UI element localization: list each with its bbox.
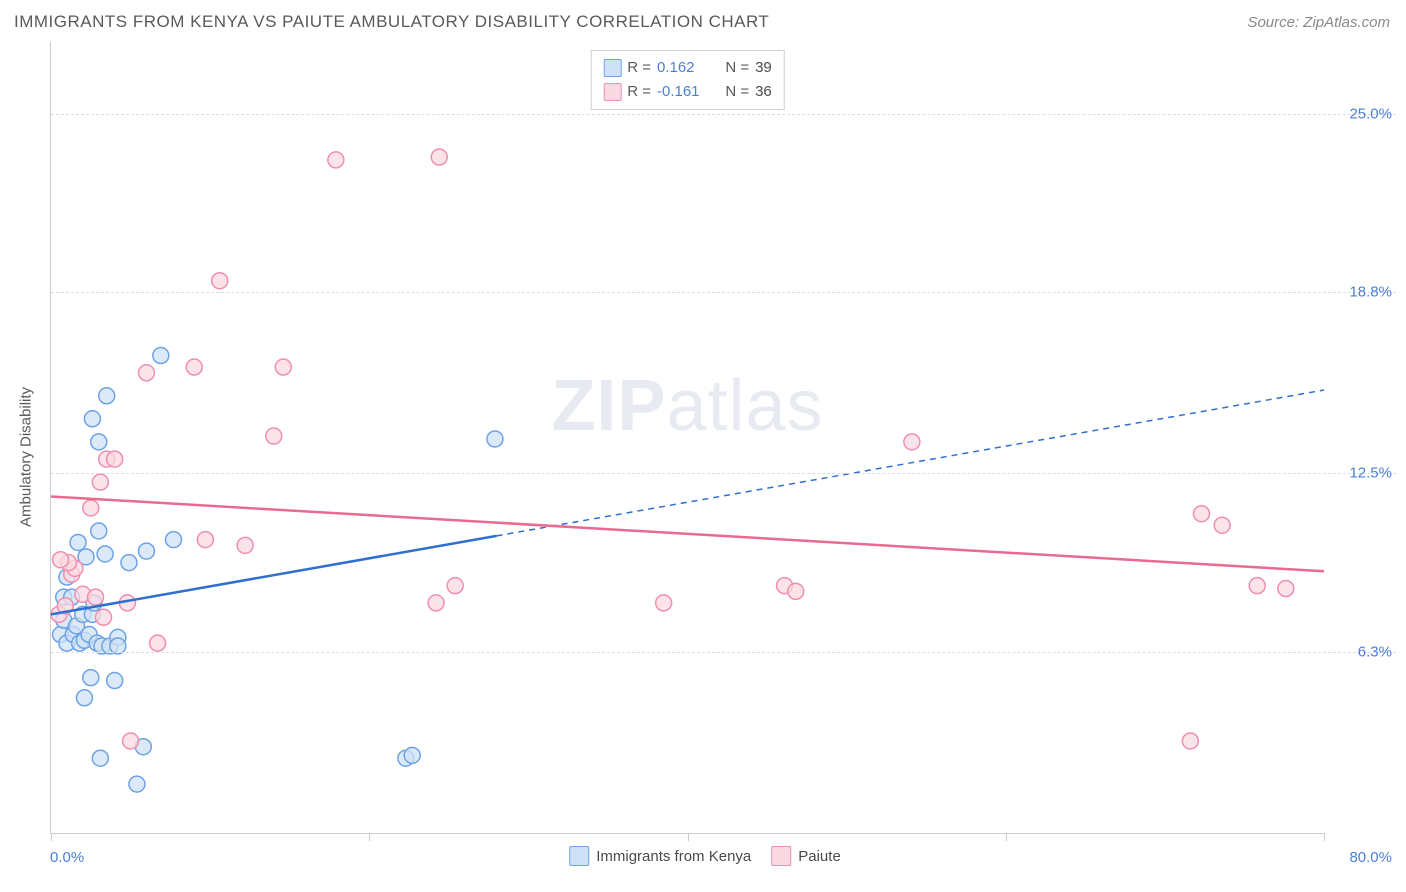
scatter-point bbox=[428, 595, 444, 611]
bottom-legend: Immigrants from Kenya Paiute bbox=[569, 846, 841, 866]
scatter-point bbox=[212, 273, 228, 289]
legend-label: Paiute bbox=[798, 848, 841, 865]
scatter-point bbox=[153, 348, 169, 364]
gridline bbox=[51, 473, 1396, 474]
scatter-point bbox=[83, 670, 99, 686]
stat-r-value: 0.162 bbox=[657, 56, 711, 80]
legend-item: Immigrants from Kenya bbox=[569, 846, 751, 866]
x-tick bbox=[1006, 833, 1007, 841]
scatter-point bbox=[237, 537, 253, 553]
stat-n-value: 36 bbox=[755, 80, 772, 104]
scatter-point bbox=[266, 428, 282, 444]
scatter-point bbox=[1278, 581, 1294, 597]
scatter-point bbox=[91, 434, 107, 450]
stat-n-label: N = bbox=[717, 80, 749, 104]
legend-label: Immigrants from Kenya bbox=[596, 848, 751, 865]
header: IMMIGRANTS FROM KENYA VS PAIUTE AMBULATO… bbox=[0, 0, 1406, 40]
gridline bbox=[51, 652, 1396, 653]
scatter-point bbox=[431, 149, 447, 165]
scatter-point bbox=[447, 578, 463, 594]
chart-container: Ambulatory Disability ZIPatlas R = 0.162… bbox=[14, 42, 1396, 872]
source-attribution: Source: ZipAtlas.com bbox=[1247, 14, 1390, 31]
legend-item: Paiute bbox=[771, 846, 841, 866]
legend-swatch bbox=[569, 846, 589, 866]
x-tick bbox=[688, 833, 689, 841]
scatter-point bbox=[53, 552, 69, 568]
scatter-point bbox=[656, 595, 672, 611]
y-tick-label: 6.3% bbox=[1358, 643, 1392, 660]
scatter-point bbox=[123, 733, 139, 749]
scatter-point bbox=[92, 474, 108, 490]
stat-r-label: R = bbox=[627, 56, 651, 80]
scatter-point bbox=[404, 747, 420, 763]
scatter-point bbox=[83, 500, 99, 516]
chart-title: IMMIGRANTS FROM KENYA VS PAIUTE AMBULATO… bbox=[14, 12, 769, 32]
scatter-plot-svg bbox=[51, 42, 1324, 833]
x-axis-max-label: 80.0% bbox=[1349, 849, 1392, 866]
y-tick-label: 18.8% bbox=[1349, 284, 1392, 301]
scatter-point bbox=[84, 411, 100, 427]
scatter-point bbox=[92, 750, 108, 766]
series-swatch bbox=[603, 83, 621, 101]
scatter-point bbox=[1193, 506, 1209, 522]
scatter-point bbox=[76, 690, 92, 706]
scatter-point bbox=[487, 431, 503, 447]
x-tick bbox=[1324, 833, 1325, 841]
stats-row: R = -0.161 N = 36 bbox=[603, 80, 772, 104]
x-axis-min-label: 0.0% bbox=[50, 849, 84, 866]
stat-r-label: R = bbox=[627, 80, 651, 104]
scatter-point bbox=[275, 359, 291, 375]
scatter-point bbox=[1182, 733, 1198, 749]
scatter-point bbox=[186, 359, 202, 375]
scatter-point bbox=[150, 635, 166, 651]
gridline bbox=[51, 292, 1396, 293]
scatter-point bbox=[788, 583, 804, 599]
scatter-point bbox=[1214, 517, 1230, 533]
scatter-point bbox=[328, 152, 344, 168]
scatter-point bbox=[138, 543, 154, 559]
scatter-point bbox=[96, 609, 112, 625]
scatter-point bbox=[99, 388, 115, 404]
stats-row: R = 0.162 N = 39 bbox=[603, 56, 772, 80]
scatter-point bbox=[70, 534, 86, 550]
scatter-point bbox=[197, 532, 213, 548]
scatter-point bbox=[1249, 578, 1265, 594]
trend-line bbox=[51, 496, 1324, 571]
scatter-point bbox=[166, 532, 182, 548]
stat-r-value: -0.161 bbox=[657, 80, 711, 104]
scatter-point bbox=[904, 434, 920, 450]
stats-legend-box: R = 0.162 N = 39R = -0.161 N = 36 bbox=[590, 50, 785, 110]
scatter-point bbox=[91, 523, 107, 539]
scatter-point bbox=[129, 776, 145, 792]
scatter-point bbox=[107, 451, 123, 467]
legend-swatch bbox=[771, 846, 791, 866]
y-tick-label: 25.0% bbox=[1349, 105, 1392, 122]
scatter-point bbox=[97, 546, 113, 562]
scatter-point bbox=[121, 555, 137, 571]
plot-area: ZIPatlas R = 0.162 N = 39R = -0.161 N = … bbox=[50, 42, 1324, 834]
stat-n-label: N = bbox=[717, 56, 749, 80]
series-swatch bbox=[603, 59, 621, 77]
stat-n-value: 39 bbox=[755, 56, 772, 80]
x-tick bbox=[51, 833, 52, 841]
y-tick-label: 12.5% bbox=[1349, 465, 1392, 482]
y-axis-label: Ambulatory Disability bbox=[18, 387, 35, 527]
gridline bbox=[51, 114, 1396, 115]
scatter-point bbox=[107, 673, 123, 689]
scatter-point bbox=[138, 365, 154, 381]
x-tick bbox=[369, 833, 370, 841]
scatter-point bbox=[88, 589, 104, 605]
